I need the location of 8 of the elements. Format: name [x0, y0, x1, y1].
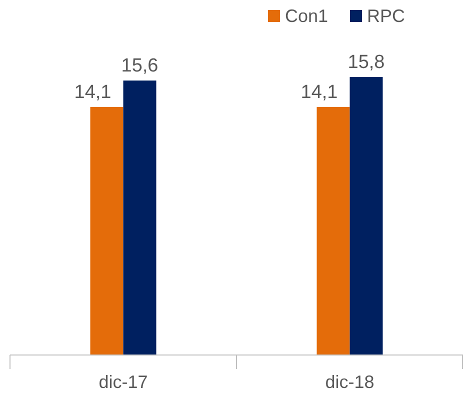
- data-label: 14,1: [300, 82, 338, 103]
- data-label: 15,8: [348, 52, 385, 74]
- data-label: 14,1: [74, 82, 112, 103]
- x-tick-label: dic-18: [325, 372, 374, 392]
- x-tick-label: dic-17: [98, 372, 148, 392]
- legend-label: RPC: [367, 6, 406, 26]
- data-label: 15,6: [121, 56, 158, 77]
- legend-label: Con1: [285, 6, 328, 26]
